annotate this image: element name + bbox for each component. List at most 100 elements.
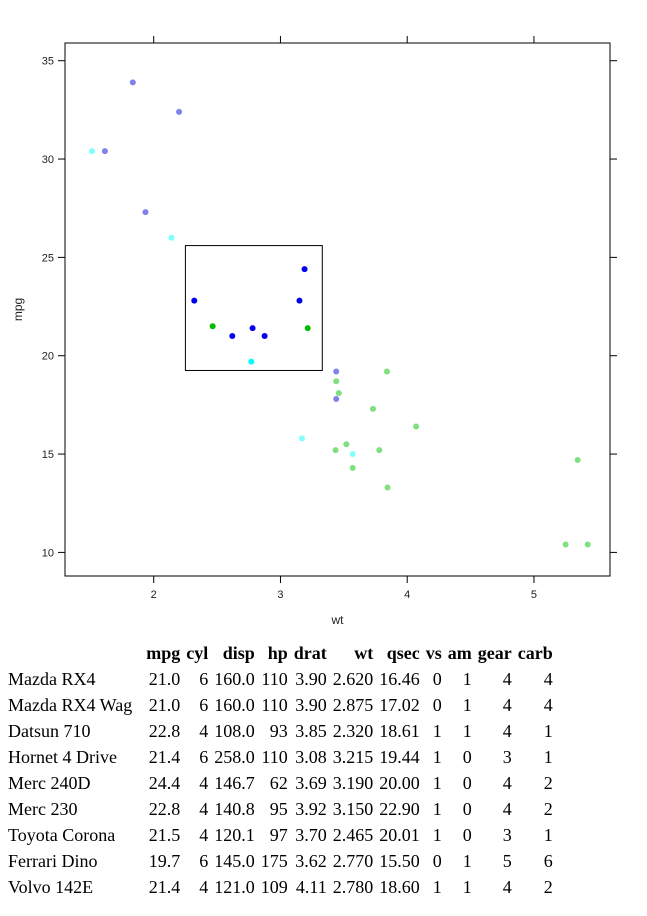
cell-disp: 160.0 bbox=[214, 669, 255, 689]
cell-am: 1 bbox=[462, 669, 472, 689]
table-row: Datsun 710 22.8 4 108.0 93 3.85 2.320 18.61 1 1 4 1 bbox=[6, 719, 553, 745]
cell-gear: 4 bbox=[502, 877, 512, 897]
cell-qsec: 17.02 bbox=[379, 695, 420, 715]
y-tick-label: 20 bbox=[42, 351, 54, 363]
column-header-cyl: cyl bbox=[186, 643, 209, 663]
cell-disp: 121.0 bbox=[214, 877, 255, 897]
y-tick-label: 10 bbox=[42, 547, 54, 559]
data-point bbox=[584, 541, 591, 548]
cell-hp: 175 bbox=[260, 851, 288, 871]
table-row: Toyota Corona 21.5 4 120.1 97 3.70 2.465 20.01 1… bbox=[6, 823, 553, 849]
cell-qsec: 16.46 bbox=[379, 669, 420, 689]
cell-disp: 108.0 bbox=[214, 721, 255, 741]
data-point bbox=[335, 390, 342, 397]
data-point bbox=[349, 451, 356, 458]
table-row: Hornet 4 Drive 21.4 6 258.0 110 3.08 3.215 19.4… bbox=[6, 745, 553, 771]
cell-wt: 2.465 bbox=[332, 825, 374, 845]
data-point bbox=[369, 405, 376, 412]
data-point bbox=[332, 447, 339, 454]
data-point bbox=[261, 333, 268, 340]
axis-tick-labels: 2 3 4 5 10 15 20 25 30 35 bbox=[42, 56, 537, 601]
cell-am: 1 bbox=[462, 877, 472, 897]
cell-hp: 93 bbox=[269, 721, 288, 741]
cell-mpg: 21.5 bbox=[148, 825, 181, 845]
table-row: Volvo 142E 21.4 4 121.0 109 4.11 2.780 18.60 1 1 4… bbox=[6, 875, 553, 901]
data-point bbox=[191, 297, 198, 304]
cell-gear: 4 bbox=[502, 669, 512, 689]
cell-disp: 145.0 bbox=[214, 851, 255, 871]
y-axis-label: mpg bbox=[11, 298, 25, 321]
cell-gear: 4 bbox=[502, 799, 512, 819]
data-point bbox=[304, 325, 311, 332]
x-tick-label: 4 bbox=[404, 589, 410, 601]
cell-cyl: 6 bbox=[199, 747, 209, 767]
cell-mpg: 22.8 bbox=[148, 799, 181, 819]
cell-mpg: 22.8 bbox=[148, 721, 181, 741]
cell-carb: 4 bbox=[543, 695, 553, 715]
table-body: Mazda RX4 21.0 6 160.0 110 3.90 2.620 16.46 0 1 4 4… bbox=[6, 667, 553, 901]
data-points bbox=[88, 79, 591, 548]
cell-hp: 110 bbox=[261, 695, 288, 715]
cell-mpg: 21.0 bbox=[148, 669, 181, 689]
column-header-gear: gear bbox=[477, 643, 512, 663]
cell-disp: 146.7 bbox=[214, 773, 255, 793]
scatter-chart: 2 3 4 5 10 15 20 25 30 35 wt mpg bbox=[11, 36, 617, 627]
column-header-disp: disp bbox=[222, 643, 255, 663]
column-header-vs: vs bbox=[425, 643, 442, 663]
plot-frame bbox=[64, 42, 611, 577]
table-row: Merc 240D 24.4 4 146.7 62 3.69 3.190 20.00 1 0 4 2 bbox=[6, 771, 553, 797]
y-tick-label: 15 bbox=[42, 449, 54, 461]
cell-carb: 2 bbox=[543, 877, 553, 897]
cell-cyl: 4 bbox=[199, 825, 209, 845]
cell-mpg: 24.4 bbox=[148, 773, 181, 793]
column-header-drat: drat bbox=[293, 643, 327, 663]
column-header-hp: hp bbox=[267, 643, 288, 663]
cell-am: 1 bbox=[462, 851, 472, 871]
cell-vs: 1 bbox=[432, 877, 442, 897]
cell-gear: 3 bbox=[502, 825, 512, 845]
cell-drat: 3.85 bbox=[295, 721, 327, 741]
row-name-cell: Merc 240D bbox=[8, 773, 91, 793]
data-point bbox=[333, 378, 340, 385]
data-point bbox=[296, 297, 303, 304]
cell-disp: 160.0 bbox=[214, 695, 255, 715]
selection-box[interactable] bbox=[184, 245, 323, 371]
data-point bbox=[249, 325, 256, 332]
cell-hp: 109 bbox=[260, 877, 288, 897]
cell-gear: 3 bbox=[502, 747, 512, 767]
y-tick-label: 35 bbox=[42, 56, 54, 68]
row-name-cell: Hornet 4 Drive bbox=[8, 747, 117, 767]
cell-gear: 5 bbox=[502, 851, 512, 871]
cell-gear: 4 bbox=[502, 695, 512, 715]
cell-mpg: 21.4 bbox=[148, 747, 181, 767]
cell-drat: 3.08 bbox=[295, 747, 327, 767]
cell-wt: 2.320 bbox=[332, 721, 374, 741]
row-name-cell: Toyota Corona bbox=[8, 825, 116, 845]
cell-carb: 4 bbox=[543, 669, 553, 689]
cell-hp: 62 bbox=[269, 773, 288, 793]
table-corner-cell bbox=[6, 641, 140, 667]
y-tick-label: 30 bbox=[42, 154, 54, 166]
data-point bbox=[142, 209, 149, 216]
row-name-cell: Ferrari Dino bbox=[8, 851, 98, 871]
data-point bbox=[333, 368, 340, 375]
cell-qsec: 18.61 bbox=[379, 721, 420, 741]
cell-hp: 95 bbox=[269, 799, 288, 819]
cell-carb: 2 bbox=[543, 799, 553, 819]
column-header-carb: carb bbox=[517, 643, 553, 663]
data-point bbox=[574, 456, 581, 463]
cell-vs: 1 bbox=[432, 799, 442, 819]
y-tick-label: 25 bbox=[42, 252, 54, 264]
axis-ticks bbox=[58, 36, 617, 583]
cell-carb: 6 bbox=[543, 851, 553, 871]
data-point bbox=[383, 368, 390, 375]
data-point bbox=[299, 435, 306, 442]
cell-vs: 1 bbox=[432, 721, 442, 741]
cell-cyl: 6 bbox=[199, 669, 209, 689]
cell-am: 0 bbox=[462, 799, 472, 819]
row-name-cell: Mazda RX4 Wag bbox=[8, 695, 133, 715]
cell-hp: 110 bbox=[261, 669, 288, 689]
cell-mpg: 19.7 bbox=[148, 851, 181, 871]
data-point bbox=[209, 323, 216, 330]
cell-qsec: 22.90 bbox=[379, 799, 420, 819]
